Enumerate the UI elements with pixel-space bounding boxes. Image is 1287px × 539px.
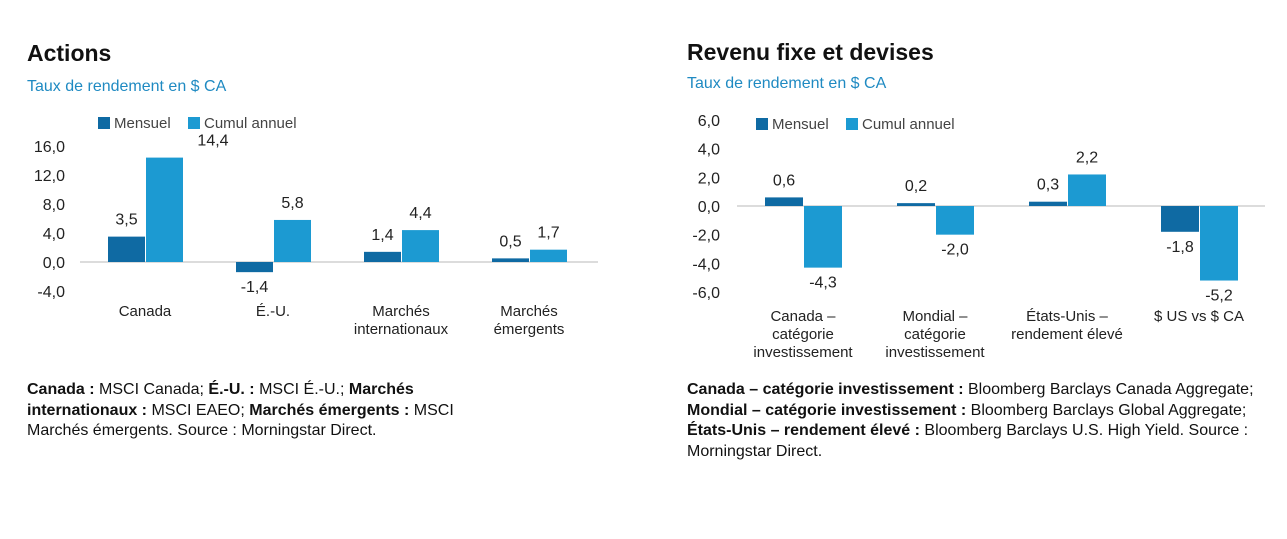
category-label: Mondial – — [902, 308, 968, 325]
data-label: 0,6 — [773, 172, 795, 189]
legend-swatch-mensuel — [98, 117, 110, 129]
left-panel-subtitle: Taux de rendement en $ CA — [27, 78, 227, 95]
y-tick-label: -2,0 — [692, 228, 720, 245]
y-tick-label: 6,0 — [698, 113, 720, 130]
revenu-chart: 6,0 4,0 2,0 0,0 -2,0 -4,0 -6,0 Mensuel Cumul ann… — [692, 113, 1265, 361]
legend-swatch-cumul-annuel — [188, 117, 200, 129]
bar-cumul-annuel — [1200, 206, 1238, 281]
data-label: 0,3 — [1037, 177, 1059, 194]
data-label: 0,2 — [905, 178, 927, 195]
y-tick-label: 8,0 — [43, 197, 65, 214]
right-panel-title: Revenu fixe et devises — [687, 39, 934, 65]
left-notes: Canada : MSCI Canada; É.-U. : MSCI É.-U.… — [27, 380, 487, 442]
bar-mensuel — [765, 197, 803, 206]
data-label: 5,8 — [281, 195, 303, 212]
category-label: États-Unis – — [1026, 308, 1108, 325]
legend-swatch-mensuel — [756, 118, 768, 130]
right-note-text: Bloomberg Barclays Canada Aggregate; — [968, 381, 1254, 398]
right-note-text: Bloomberg Barclays U.S. High Yield. Sour… — [687, 422, 1249, 460]
right-notes: Canada – catégorie investissement : Bloo… — [687, 380, 1257, 462]
bar-cumul-annuel — [1068, 174, 1106, 206]
data-label: -1,8 — [1166, 239, 1194, 256]
data-label: -2,0 — [941, 242, 969, 259]
legend-label: Mensuel — [114, 115, 171, 132]
category-label: É.-U. — [256, 303, 290, 320]
y-tick-label: 4,0 — [43, 226, 65, 243]
data-label: 0,5 — [499, 233, 521, 250]
legend-label: Cumul annuel — [862, 116, 955, 133]
right-note-bold: Mondial – catégorie investissement : — [687, 401, 971, 419]
y-tick-label: 12,0 — [34, 168, 65, 185]
category-label: émergents — [494, 321, 565, 338]
data-label: 1,4 — [371, 227, 393, 244]
bar-mensuel — [236, 262, 273, 273]
y-tick-label: -4,0 — [692, 256, 720, 273]
legend-label: Cumul annuel — [204, 115, 297, 132]
data-label: -1,4 — [241, 279, 269, 296]
data-label: -4,3 — [809, 275, 837, 292]
legend-swatch-cumul-annuel — [846, 118, 858, 130]
data-label: 4,4 — [409, 205, 431, 222]
data-label: -5,2 — [1205, 288, 1233, 305]
right-note-bold: Canada – catégorie investissement : — [687, 381, 968, 398]
bar-mensuel — [108, 236, 145, 262]
right-note-text: Bloomberg Barclays Global Aggregate; — [970, 401, 1247, 419]
left-note-bold: Marchés internationaux : — [27, 381, 414, 419]
category-label: catégorie — [772, 326, 834, 343]
y-tick-label: 16,0 — [34, 139, 65, 156]
bar-mensuel — [364, 251, 401, 262]
category-label: $ US vs $ CA — [1154, 308, 1244, 325]
bar-cumul-annuel — [530, 249, 567, 262]
category-label: catégorie — [904, 326, 966, 343]
category-label: investissement — [885, 344, 985, 361]
category-label: Marchés — [372, 303, 430, 320]
y-tick-label: 4,0 — [698, 142, 720, 159]
bar-cumul-annuel — [402, 230, 439, 262]
category-label: Canada — [119, 303, 172, 320]
category-label: internationaux — [354, 321, 449, 338]
left-note-text: MSCI Canada; — [99, 381, 209, 398]
right-note-bold: États-Unis – rendement élevé : — [687, 422, 925, 439]
y-tick-label: 2,0 — [698, 170, 720, 187]
y-tick-label: 0,0 — [698, 199, 720, 216]
actions-chart: 16,0 12,0 8,0 4,0 0,0 -4,0 Mensuel Cumul annuel… — [34, 115, 598, 338]
bar-cumul-annuel — [804, 206, 842, 268]
left-note-text: MSCI EAEO; — [151, 401, 250, 419]
bar-mensuel — [1161, 206, 1199, 232]
left-note-text: MSCI Marchés émergents. Source : Morning… — [27, 401, 454, 440]
left-panel-title: Actions — [27, 40, 112, 66]
y-tick-label: 0,0 — [43, 255, 65, 272]
legend-label: Mensuel — [772, 116, 829, 133]
y-tick-label: -4,0 — [37, 284, 65, 301]
left-note-bold: Canada : — [27, 381, 100, 398]
bar-cumul-annuel — [146, 157, 183, 262]
right-panel-subtitle: Taux de rendement en $ CA — [687, 75, 887, 92]
data-label: 2,2 — [1076, 149, 1098, 166]
data-label: 1,7 — [537, 225, 559, 242]
left-note-bold: É.-U. : — [208, 381, 260, 398]
category-label: investissement — [753, 344, 853, 361]
bar-cumul-annuel — [274, 219, 311, 262]
category-label: Canada – — [770, 308, 836, 325]
data-label: 3,5 — [115, 212, 137, 229]
left-note-text: MSCI É.-U.; — [259, 381, 349, 398]
category-label: Marchés — [500, 303, 558, 320]
bar-mensuel — [492, 258, 529, 262]
data-label: 14,4 — [197, 133, 228, 150]
bar-cumul-annuel — [936, 206, 974, 235]
bar-mensuel — [897, 203, 935, 206]
category-label: rendement élevé — [1011, 326, 1123, 343]
y-tick-label: -6,0 — [692, 285, 720, 302]
left-note-bold: Marchés émergents : — [249, 401, 414, 419]
bar-mensuel — [1029, 201, 1067, 206]
